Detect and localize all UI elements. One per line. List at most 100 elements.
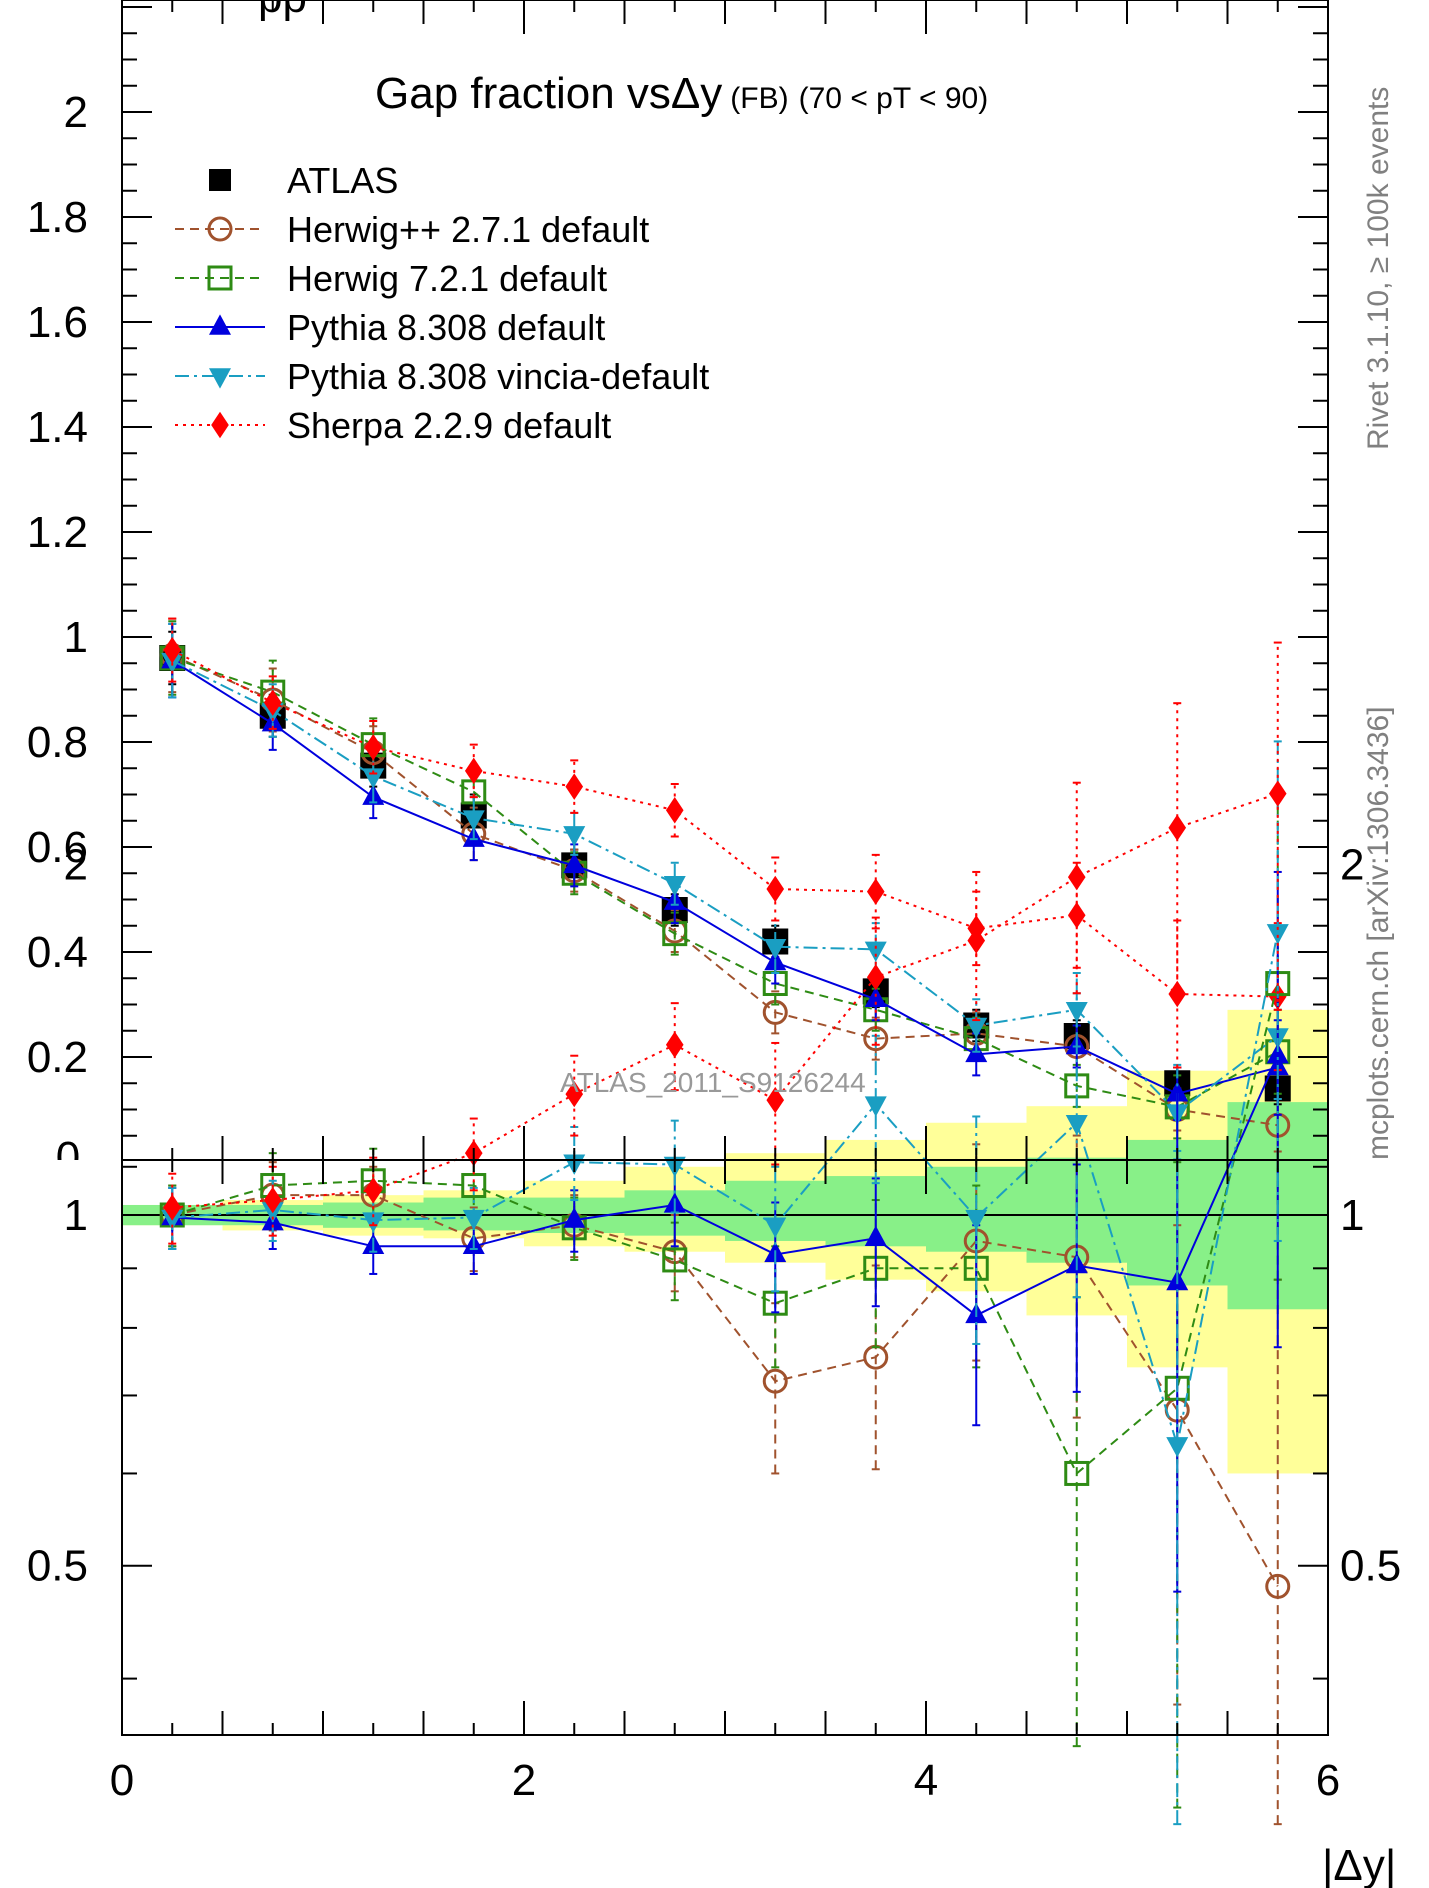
data-point bbox=[207, 216, 233, 242]
legend-item-5: Sherpa 2.2.9 default bbox=[175, 405, 611, 446]
axes-layer: 0.2 0.4 0.6 0.8 1 1.2 1.4 1.6 1.8 2 0.5 0.5 1 1 2 2 0 2 4 6… bbox=[27, 0, 1401, 1805]
legend-item-1: Herwig++ 2.7.1 default bbox=[175, 209, 649, 250]
legend-label: Pythia 8.308 vincia-default bbox=[287, 356, 709, 397]
top-partial-text: pp bbox=[258, 0, 307, 22]
chart-title: Gap fraction vsΔy (FB) (70 < pT < 90) bbox=[375, 69, 988, 118]
legend-label: Pythia 8.308 default bbox=[287, 307, 605, 348]
x-tick-label: 2 bbox=[512, 1756, 536, 1805]
data-point bbox=[464, 757, 483, 785]
data-point bbox=[207, 265, 233, 291]
data-point bbox=[864, 1096, 887, 1117]
data-point bbox=[764, 939, 787, 960]
data-point bbox=[1268, 780, 1287, 807]
ratio-y-tick-label-left: 2 bbox=[64, 840, 88, 889]
x-tick-label: 0 bbox=[110, 1756, 134, 1805]
data-point bbox=[565, 773, 584, 800]
legend-label: Herwig 7.2.1 default bbox=[287, 258, 607, 299]
y-tick-label: 0.6 bbox=[27, 823, 88, 872]
ratio-y-tick-label-left: 1 bbox=[64, 1191, 88, 1240]
legend-item-0: ATLAS bbox=[209, 160, 398, 201]
chart-title-main: Gap fraction vs bbox=[375, 69, 671, 118]
data-point bbox=[1265, 1573, 1291, 1599]
legend-item-4: Pythia 8.308 vincia-default bbox=[175, 356, 709, 397]
legend: ATLAS Herwig++ 2.7.1 default Herwig 7.2.1 … bbox=[175, 160, 709, 446]
data-point bbox=[665, 1031, 684, 1058]
data-point bbox=[364, 1177, 383, 1204]
series-line bbox=[172, 1055, 1279, 1317]
side-label-right: mcplots.cern.ch [arXiv:1306.3436] bbox=[1362, 706, 1395, 1160]
data-point bbox=[1166, 1437, 1189, 1458]
main-series-5 bbox=[163, 617, 1287, 1072]
data-point bbox=[766, 875, 785, 903]
data-point bbox=[665, 797, 684, 824]
data-point bbox=[1067, 863, 1086, 891]
x-axis-label: |Δy| bbox=[1322, 1841, 1396, 1888]
series-line bbox=[172, 1194, 1279, 1587]
chart-title-fb: (FB) bbox=[730, 82, 788, 115]
data-point bbox=[563, 852, 586, 874]
annotation: ATLAS_2011_S9126244 bbox=[560, 1067, 866, 1098]
series-line bbox=[171, 657, 1279, 1108]
data-point bbox=[1064, 1460, 1090, 1486]
y-tick-label: 0.4 bbox=[27, 928, 88, 977]
series-layer bbox=[159, 617, 1291, 1826]
ratio-y-tick-label-right: 1 bbox=[1340, 1191, 1364, 1240]
data-point bbox=[764, 1217, 787, 1238]
text-layer: pp Gap fraction vsΔy(FB) (70 < pT < 90) A… bbox=[258, 0, 1396, 1888]
data-point bbox=[163, 636, 182, 664]
data-point bbox=[209, 314, 231, 335]
data-point bbox=[1065, 1002, 1088, 1023]
data-point bbox=[364, 734, 383, 761]
data-point bbox=[563, 1207, 586, 1228]
y-tick-label: 0.2 bbox=[27, 1033, 88, 1082]
data-point bbox=[263, 1186, 282, 1214]
data-point bbox=[662, 1247, 688, 1273]
main-series-2 bbox=[159, 620, 1291, 1140]
data-point bbox=[663, 876, 686, 897]
data-point bbox=[766, 1086, 785, 1114]
chart-title-range: (70 < pT < 90) bbox=[799, 82, 989, 115]
side-label-left: Rivet 3.1.10, ≥ 100k events bbox=[1362, 87, 1395, 450]
series-line bbox=[171, 659, 1279, 1114]
data-point bbox=[866, 878, 885, 905]
data-point bbox=[864, 986, 887, 1007]
data-point bbox=[211, 411, 229, 439]
chart-title-symbol: Δy bbox=[671, 69, 722, 118]
data-point bbox=[762, 1368, 788, 1394]
data-point bbox=[263, 689, 282, 716]
series-line bbox=[171, 983, 1279, 1476]
data-point bbox=[864, 941, 887, 963]
y-tick-label: 1.8 bbox=[27, 193, 88, 242]
y-tick-label: 1 bbox=[64, 613, 88, 662]
data-point bbox=[462, 1209, 485, 1231]
ratio-y-tick-label-left: 0.5 bbox=[27, 1542, 88, 1591]
y-tick-label: 1.6 bbox=[27, 298, 88, 347]
x-tick-label: 6 bbox=[1316, 1756, 1340, 1805]
ratio-y-tick-label-right: 2 bbox=[1340, 840, 1364, 889]
data-point bbox=[461, 1173, 487, 1199]
series-line bbox=[171, 649, 1278, 998]
data-point bbox=[1065, 1115, 1088, 1136]
legend-item-3: Pythia 8.308 default bbox=[175, 307, 605, 348]
series-line bbox=[171, 659, 1279, 1095]
y-tick-label: 1.4 bbox=[27, 403, 88, 452]
y-tick-label: 0.8 bbox=[27, 718, 88, 767]
ratio-y-tick-label-right: 0.5 bbox=[1340, 1542, 1401, 1591]
data-point bbox=[1266, 924, 1289, 945]
main-series-3 bbox=[161, 622, 1289, 1121]
series-line bbox=[172, 792, 1279, 1209]
data-point bbox=[1266, 1043, 1289, 1064]
data-point bbox=[965, 1017, 988, 1039]
data-point bbox=[209, 169, 231, 191]
data-point bbox=[967, 927, 986, 954]
data-point bbox=[1168, 814, 1187, 841]
data-point bbox=[965, 1209, 988, 1231]
y-tick-label: 2 bbox=[64, 88, 88, 137]
series-line bbox=[172, 931, 1279, 1446]
legend-item-2: Herwig 7.2.1 default bbox=[175, 258, 607, 299]
data-point bbox=[864, 1225, 887, 1246]
data-point bbox=[163, 1194, 182, 1221]
legend-label: Herwig++ 2.7.1 default bbox=[287, 209, 649, 250]
data-point bbox=[1067, 902, 1086, 929]
